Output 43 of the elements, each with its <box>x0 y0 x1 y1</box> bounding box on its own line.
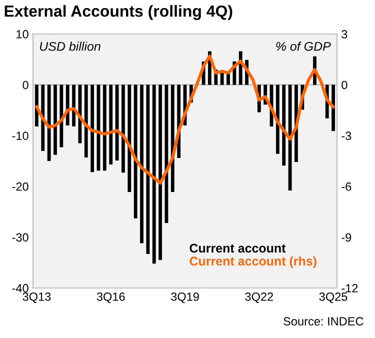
bar <box>152 84 156 264</box>
bar <box>134 84 138 218</box>
y-tick-label: -10 <box>12 132 28 140</box>
text: Current account <box>190 244 286 253</box>
bar <box>47 84 51 161</box>
text: Current account (rhs) <box>190 256 316 268</box>
bar <box>170 84 174 192</box>
bar <box>332 84 335 132</box>
bar <box>140 84 144 244</box>
y2-tick-label: 0 <box>342 80 348 90</box>
bar <box>158 84 162 260</box>
y2-tick-label: -3 <box>342 132 352 140</box>
bar <box>60 84 64 148</box>
bar <box>146 84 150 254</box>
y-tick-label: 10 <box>16 30 28 38</box>
y-tick-label: 0 <box>22 80 28 90</box>
chart-title: External Accounts (rolling 4Q) <box>4 5 232 20</box>
bar <box>90 84 94 172</box>
y2-tick-label: 3 <box>342 30 348 38</box>
bar <box>102 84 106 171</box>
bar <box>122 84 125 173</box>
bar <box>41 84 45 151</box>
y2-axis-title: % of GDP <box>276 42 331 51</box>
x-tick-label: 3Q25 <box>319 292 348 303</box>
y2-tick-label: -12 <box>342 284 358 292</box>
x-tick-label: 3Q22 <box>245 292 273 303</box>
line-series <box>35 54 335 185</box>
source-note: Source: INDEC <box>284 317 364 326</box>
bar <box>54 84 57 155</box>
y2-tick-label: -6 <box>342 182 352 191</box>
bar <box>282 84 286 166</box>
y-axis-title: USD billion <box>40 42 100 51</box>
bar <box>276 84 280 154</box>
y-tick-label: -30 <box>12 233 28 242</box>
x-tick-label: 3Q16 <box>96 292 125 303</box>
x-tick-label: 3Q13 <box>22 292 51 303</box>
x-tick-label: 3Q19 <box>171 292 199 303</box>
y-tick-label: -20 <box>12 182 28 191</box>
bar <box>128 84 132 192</box>
y2-tick-label: -9 <box>342 233 352 242</box>
y-tick-label: -40 <box>12 284 28 292</box>
bar <box>84 84 88 158</box>
bar <box>109 84 113 165</box>
